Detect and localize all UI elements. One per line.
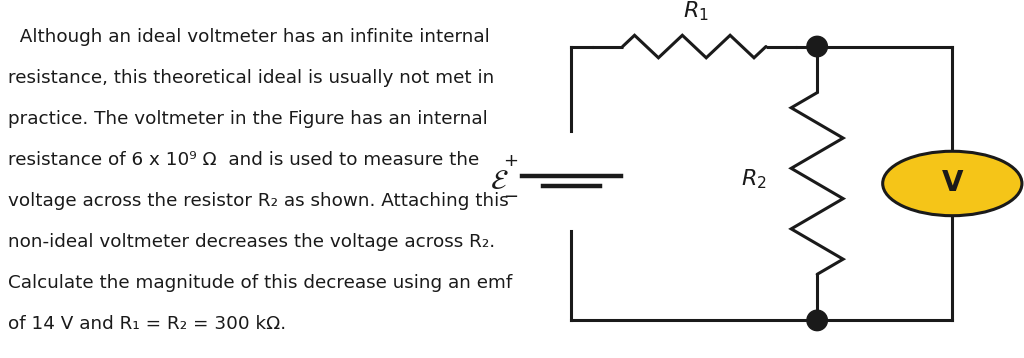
Circle shape (807, 310, 827, 331)
Text: practice. The voltmeter in the Figure has an internal: practice. The voltmeter in the Figure ha… (8, 110, 487, 128)
Text: resistance, this theoretical ideal is usually not met in: resistance, this theoretical ideal is us… (8, 69, 495, 87)
Text: Although an ideal voltmeter has an infinite internal: Although an ideal voltmeter has an infin… (8, 28, 489, 46)
Text: V: V (942, 169, 963, 198)
Text: Calculate the magnitude of this decrease using an emf: Calculate the magnitude of this decrease… (8, 274, 512, 292)
Ellipse shape (883, 151, 1022, 216)
Text: $\mathcal{E}$: $\mathcal{E}$ (489, 167, 508, 195)
Text: resistance of 6 x 10⁹ Ω  and is used to measure the: resistance of 6 x 10⁹ Ω and is used to m… (8, 151, 479, 169)
Text: −: − (503, 188, 518, 206)
Text: voltage across the resistor R₂ as shown. Attaching this: voltage across the resistor R₂ as shown.… (8, 192, 509, 210)
Text: $R_2$: $R_2$ (740, 167, 766, 191)
Text: $R_1$: $R_1$ (683, 0, 710, 23)
Text: of 14 V and R₁ = R₂ = 300 kΩ.: of 14 V and R₁ = R₂ = 300 kΩ. (8, 315, 286, 333)
Text: non-ideal voltmeter decreases the voltage across R₂.: non-ideal voltmeter decreases the voltag… (8, 233, 496, 251)
Circle shape (807, 36, 827, 57)
Text: +: + (503, 152, 518, 170)
